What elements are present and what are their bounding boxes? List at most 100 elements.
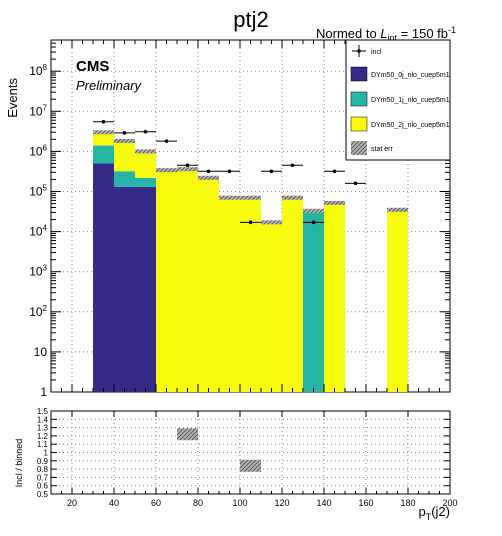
- incl-point-0: [101, 119, 106, 124]
- main-y-tick-label: 10: [34, 345, 48, 359]
- legend-swatch-1j: [350, 91, 368, 107]
- legend-entry-incl: incl: [352, 45, 382, 57]
- legend-incl-marker: [357, 49, 361, 53]
- x-tick-label: 160: [358, 498, 373, 508]
- incl-point-2: [143, 129, 148, 134]
- ratio-point-1: [240, 459, 261, 472]
- x-tick-label: 60: [151, 498, 161, 508]
- norm-sup: -1: [448, 25, 456, 35]
- x-axis-label: pT(j2): [418, 504, 450, 522]
- x-tick-label: 120: [274, 498, 289, 508]
- legend-label-incl: incl: [371, 49, 382, 56]
- ratio-y-tick-label: 1.4: [37, 415, 49, 424]
- incl-point-5: [206, 169, 211, 174]
- bar-DYm50_2j_nlo_cuep5m1-bin-2: [135, 151, 156, 178]
- y-tick-exponent: 5: [43, 184, 48, 193]
- main-y-tick-label: 102: [29, 304, 47, 319]
- ratio-plot-frame: [50, 410, 451, 495]
- stat-err-bin-5: [198, 175, 219, 180]
- bar-DYm50_1j_nlo_cuep5m1-bin-10: [303, 210, 324, 392]
- bar-DYm50_2j_nlo_cuep5m1-bin-11: [324, 202, 345, 392]
- x-label-rest: (j2): [431, 504, 450, 519]
- legend-swatch-0j: [350, 66, 368, 82]
- legend-label-1j: DYm50_1j_nlo_cuep5m1: [371, 97, 450, 104]
- ratio-y-tick-label: 0.7: [37, 473, 49, 482]
- stat-error-bands: [93, 130, 408, 225]
- incl-point-1: [122, 131, 127, 135]
- stat-err-bin-6: [219, 195, 240, 200]
- y-tick-exponent: 4: [43, 224, 48, 233]
- y-tick-base: 10: [29, 185, 43, 199]
- legend-entry-stat-err: stat err: [351, 141, 393, 155]
- norm-l: L: [380, 26, 387, 41]
- stat-err-bin-10: [303, 208, 324, 213]
- incl-point-3: [164, 139, 169, 143]
- y-tick-base: 10: [29, 64, 43, 78]
- y-tick-exponent: 7: [43, 103, 48, 112]
- bar-DYm50_0j_nlo_cuep5m1-bin-0: [93, 163, 114, 392]
- norm-eq: = 150 fb: [397, 26, 448, 41]
- y-tick-base: 10: [29, 265, 43, 279]
- ratio-y-tick-label: 1.3: [37, 424, 49, 433]
- incl-point-7: [248, 220, 253, 225]
- ratio-points: [177, 428, 261, 472]
- bar-DYm50_1j_nlo_cuep5m1-bin-1: [114, 171, 135, 187]
- stacked-bars: [93, 132, 408, 392]
- stat-err-bin-14: [387, 207, 408, 212]
- y-tick-exponent: 3: [43, 264, 48, 273]
- bar-DYm50_0j_nlo_cuep5m1-bin-2: [135, 186, 156, 392]
- x-tick-label: 180: [400, 498, 415, 508]
- ratio-y-tick-label: 0.8: [37, 465, 49, 474]
- ratio-y-tick-label: 0.5: [37, 490, 49, 499]
- incl-point-12: [353, 181, 358, 186]
- stat-err-bin-2: [135, 149, 156, 154]
- x-tick-label: 100: [232, 498, 247, 508]
- incl-points: [93, 119, 366, 225]
- y-tick-base: 10: [29, 225, 43, 239]
- bar-DYm50_1j_nlo_cuep5m1-bin-0: [93, 145, 114, 164]
- status-label: Preliminary: [76, 78, 143, 93]
- x-tick-label: 40: [109, 498, 119, 508]
- stat-err-bin-0: [93, 130, 114, 135]
- bar-DYm50_2j_nlo_cuep5m1-bin-4: [177, 169, 198, 392]
- y-tick-base: 10: [29, 305, 43, 319]
- x-tick-label: 200: [442, 498, 457, 508]
- stat-err-bin-8: [261, 220, 282, 225]
- main-y-tick-label: 106: [29, 143, 47, 158]
- legend-label-2j: DYm50_2j_nlo_cuep5m1: [371, 122, 450, 129]
- ratio-y-axis-label: Incl / binned: [14, 439, 24, 488]
- ratio-y-tick-label: 1.5: [37, 407, 49, 416]
- bar-DYm50_2j_nlo_cuep5m1-bin-14: [387, 209, 408, 392]
- legend-entry-1j: DYm50_1j_nlo_cuep5m1: [350, 91, 450, 107]
- incl-point-10: [311, 220, 316, 225]
- main-y-tick-label: 107: [29, 103, 47, 118]
- stat-err-bin-4: [177, 167, 198, 172]
- main-y-tick-label: 108: [29, 63, 47, 78]
- x-tick-label: 140: [316, 498, 331, 508]
- ratio-y-tick-label: 0.6: [37, 482, 49, 491]
- legend-entry-2j: DYm50_2j_nlo_cuep5m1: [350, 116, 450, 132]
- y-tick-base: 10: [29, 104, 43, 118]
- y-tick-exponent: 2: [43, 304, 48, 313]
- main-y-tick-label: 104: [29, 224, 47, 239]
- y-tick-exponent: 8: [43, 63, 48, 72]
- stat-err-bin-9: [282, 195, 303, 200]
- legend-entry-0j: DYm50_0j_nlo_cuep5m1: [350, 66, 450, 82]
- x-tick-label: 20: [67, 498, 77, 508]
- legend-swatch-stat-err: [351, 141, 367, 155]
- norm-prefix: Normed to: [316, 26, 380, 41]
- bar-DYm50_2j_nlo_cuep5m1-bin-7: [240, 197, 261, 392]
- main-y-tick-label: 103: [29, 264, 47, 279]
- incl-point-4: [185, 163, 190, 168]
- x-label-p: p: [418, 504, 425, 519]
- ratio-axes: 0.50.60.70.80.911.11.21.31.41.5 20 40 60 80 1…: [37, 407, 458, 508]
- main-y-tick-label: 105: [29, 184, 47, 199]
- normalization-label: Normed to Lint = 150 fb-1: [316, 25, 456, 43]
- ratio-y-tick-label: 1.2: [37, 432, 49, 441]
- experiment-label: CMS: [76, 58, 109, 75]
- stat-err-bin-11: [324, 200, 345, 205]
- norm-sub: int: [388, 33, 398, 43]
- incl-point-9: [290, 163, 295, 168]
- bar-DYm50_2j_nlo_cuep5m1-bin-5: [198, 177, 219, 392]
